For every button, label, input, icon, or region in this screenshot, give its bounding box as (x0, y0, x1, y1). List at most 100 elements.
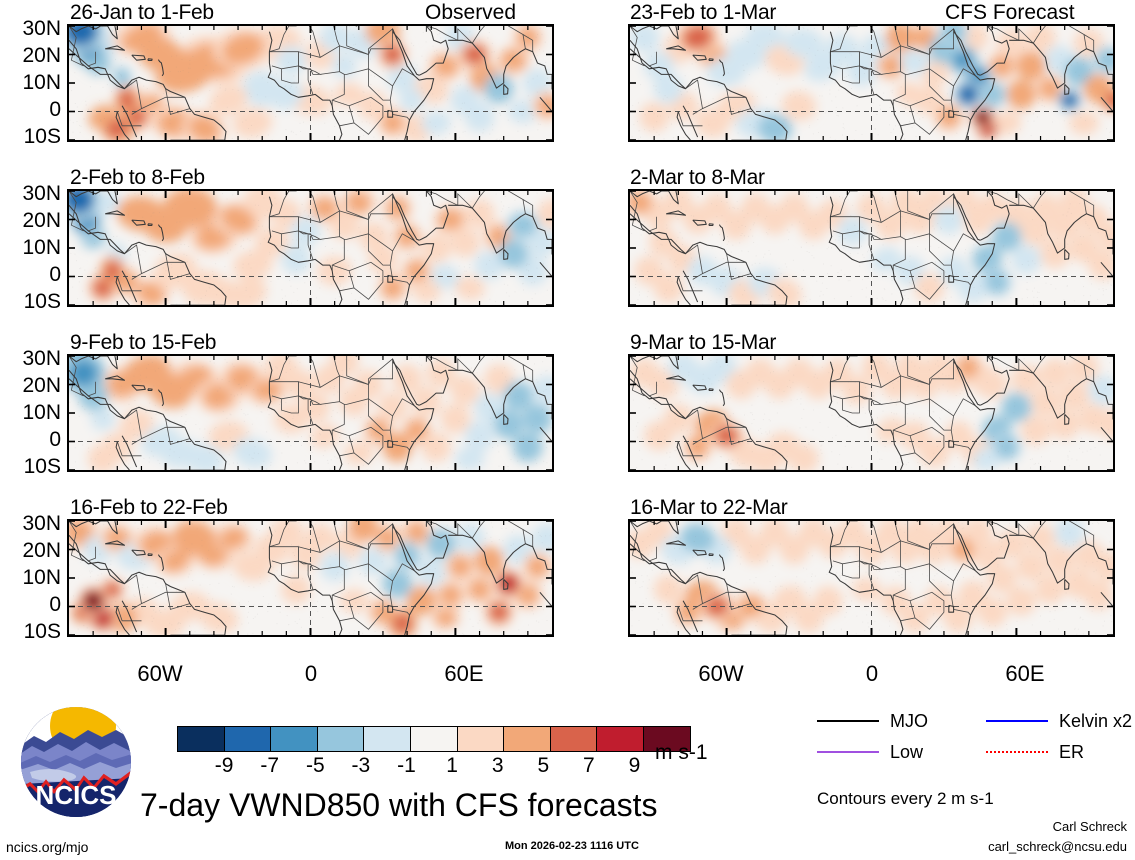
map-panel-observed-3[interactable] (67, 354, 554, 472)
ytick-label-30n-row2: 30N (22, 182, 61, 205)
legend-label-er: ER (1059, 742, 1085, 762)
site-url: ncics.org/mjo (6, 839, 89, 855)
author-name: Carl Schreck (1052, 819, 1127, 834)
colorbar-swatch-4 (363, 727, 410, 751)
legend-item-er: ER (986, 743, 1084, 761)
ytick-label-0-row3: 0 (49, 428, 61, 451)
colorbar-swatch-0 (178, 727, 224, 751)
ytick-label-30n-row3: 30N (22, 347, 61, 370)
colorbar-tick-3: 3 (491, 754, 504, 777)
panel-title-cfs-1: 23-Feb to 1-Mar (630, 1, 777, 24)
legend-item-low: Low (817, 743, 923, 761)
map-panel-observed-1[interactable] (67, 24, 554, 142)
map-panel-observed-4[interactable] (67, 519, 554, 637)
colorbar-swatch-1 (223, 727, 271, 751)
legend-label-mjo: MJO (890, 711, 928, 731)
axis-ticks (69, 26, 552, 140)
political-borders (630, 521, 1095, 635)
field-stipple (631, 191, 1113, 305)
coastlines (630, 521, 1113, 635)
legend-label-kelvin: Kelvin x2 (1059, 711, 1133, 731)
colorbar-tick--3: -3 (351, 754, 371, 777)
map-panel-cfs-1[interactable] (628, 24, 1115, 142)
map-panel-observed-2[interactable] (67, 189, 554, 307)
ytick-label-10s-row2: 10S (23, 290, 61, 313)
colorbar-swatch-3 (316, 727, 364, 751)
political-borders (630, 356, 1095, 470)
ytick-label-10n-row3: 10N (22, 401, 61, 424)
map-svg (630, 191, 1113, 305)
panel-title-obs-2: 2-Feb to 8-Feb (70, 166, 205, 189)
legend-line-er (986, 751, 1048, 753)
anomaly-field (630, 521, 1113, 633)
field-stipple (70, 191, 552, 305)
axis-ticks (69, 191, 552, 305)
contours-note: Contours every 2 m s-1 (817, 789, 994, 808)
ytick-label-0-row1: 0 (49, 98, 61, 121)
xtick-label-60w-right: 60W (698, 661, 744, 686)
colorbar-tick-5: 5 (537, 754, 550, 777)
ytick-label-20n-row3: 20N (22, 374, 61, 397)
colorbar-swatch-10 (642, 727, 690, 751)
axis-ticks (69, 521, 552, 635)
colorbar-swatch-9 (596, 727, 643, 751)
ytick-label-10n-row4: 10N (22, 566, 61, 589)
field-stipple (630, 521, 1113, 635)
coastlines (69, 191, 552, 305)
ytick-label-30n-row1: 30N (22, 17, 61, 40)
political-borders (630, 26, 1095, 140)
colorbar-swatch-8 (549, 727, 597, 751)
map-panel-cfs-3[interactable] (628, 354, 1115, 472)
ytick-label-30n-row4: 30N (22, 512, 61, 535)
coastlines (69, 26, 552, 140)
political-borders (69, 356, 534, 470)
axis-ticks (630, 191, 1113, 305)
xtick-label-60e-right: 60E (1005, 661, 1045, 686)
ytick-label-10n-row1: 10N (22, 71, 61, 94)
legend-line-mjo (817, 720, 879, 722)
map-svg (630, 521, 1113, 635)
legend-line-low (817, 751, 879, 753)
ytick-label-10n-row2: 10N (22, 236, 61, 259)
axis-ticks (630, 26, 1113, 140)
ncics-logo-text: NCICS (36, 780, 117, 810)
column-header-observed: Observed (425, 1, 517, 24)
ytick-label-20n-row4: 20N (22, 539, 61, 562)
political-borders (69, 26, 534, 140)
colorbar-tick-1: 1 (446, 754, 458, 777)
map-svg (630, 26, 1113, 140)
colorbar (177, 726, 691, 752)
political-borders (69, 521, 534, 635)
coastlines (630, 26, 1113, 140)
wave-legend: MJO Kelvin x2 Low ER (817, 712, 1135, 772)
legend-item-kelvin: Kelvin x2 (986, 712, 1132, 730)
panel-title-cfs-4: 16-Mar to 22-Mar (630, 496, 788, 519)
ncics-logo-svg: NCICS (21, 707, 131, 817)
coastlines (630, 356, 1113, 470)
map-panel-cfs-4[interactable] (628, 519, 1115, 637)
column-header-cfs-forecast: CFS Forecast (945, 1, 1075, 24)
ytick-label-10s-row1: 10S (23, 125, 61, 148)
coastlines (69, 356, 552, 470)
ytick-label-20n-row1: 20N (22, 44, 61, 67)
panel-title-cfs-2: 2-Mar to 8-Mar (630, 166, 765, 189)
coastlines (630, 191, 1113, 305)
xtick-label-0-left: 0 (304, 661, 318, 686)
ytick-label-0-row4: 0 (49, 593, 61, 616)
colorbar-swatch-5 (409, 727, 457, 751)
ytick-label-0-row2: 0 (49, 263, 61, 286)
map-svg (69, 26, 552, 140)
colorbar-tick-9: 9 (628, 754, 641, 777)
panel-title-obs-1: 26-Jan to 1-Feb (70, 1, 214, 24)
colorbar-swatch-2 (270, 727, 317, 751)
colorbar-tick--7: -7 (260, 754, 280, 777)
render-timestamp: Mon 2026-02-23 1116 UTC (505, 840, 639, 852)
xtick-label-0-right: 0 (865, 661, 879, 686)
colorbar-swatch-6 (456, 727, 504, 751)
map-panel-cfs-2[interactable] (628, 189, 1115, 307)
colorbar-units: m s-1 (655, 741, 708, 764)
author-email: carl_schreck@ncsu.edu (988, 839, 1127, 854)
axis-ticks (630, 521, 1113, 635)
map-svg (69, 521, 552, 635)
